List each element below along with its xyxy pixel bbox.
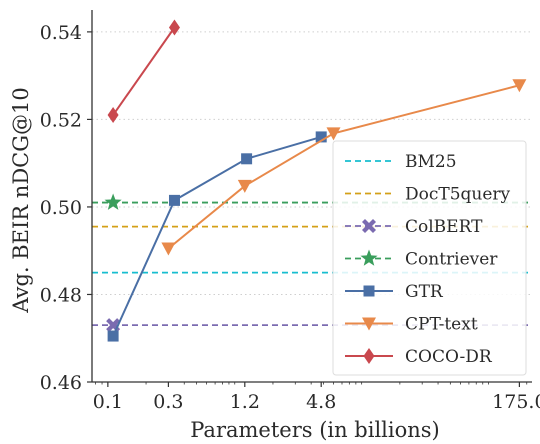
series-layer — [107, 19, 527, 342]
reference-lines — [92, 193, 532, 333]
legend-label: GTR — [405, 282, 444, 302]
legend-marker — [363, 348, 375, 364]
legend-label: ColBERT — [405, 217, 483, 237]
gtr-point — [241, 153, 253, 165]
legend: BM25 DocT5query ColBERT Contriever GTR CPT-te… — [332, 140, 527, 376]
y-tick-label: 0.54 — [40, 22, 82, 44]
contriever-point — [104, 193, 122, 210]
legend-marker — [360, 249, 378, 266]
cpt-text-point — [161, 242, 176, 256]
legend-marker — [363, 285, 375, 297]
gtr-line — [112, 135, 322, 337]
x-tick-label: 1.2 — [230, 391, 260, 413]
y-tick-label: 0.52 — [40, 109, 82, 131]
y-axis-title: Avg. BEIR nDCG@10 — [9, 87, 33, 313]
y-tick-label: 0.50 — [40, 197, 82, 219]
coco-dr-point — [168, 19, 180, 36]
coco-dr-point — [107, 107, 119, 124]
legend-item-colbert: ColBERT — [345, 217, 483, 237]
legend-item-cpt-text: CPT-text — [345, 315, 478, 335]
series-gtr — [107, 131, 327, 342]
x-marker-stroke — [106, 318, 121, 333]
legend-item-coco-dr: COCO-DR — [345, 347, 493, 367]
cpt-text-point — [326, 127, 341, 141]
cpt-text-line — [167, 84, 520, 250]
legend-item-bm25: BM25 — [345, 152, 457, 172]
legend-item-contriever: Contriever — [345, 249, 498, 270]
x-tick-label: 4.8 — [306, 391, 336, 413]
legend-label: DocT5query — [405, 185, 511, 205]
x-tick-label: 175.0 — [492, 391, 540, 413]
gtr-point — [315, 131, 327, 143]
cpt-text-point — [237, 179, 252, 193]
series-coco-dr — [107, 19, 180, 124]
coco-dr-line — [112, 26, 176, 116]
legend-label: CPT-text — [405, 315, 478, 335]
ticks-layer: 0.46 0.48 0.50 0.52 0.54 0.1 0.3 1.2 4.8 175.0 — [40, 22, 540, 413]
legend-marker — [362, 219, 376, 233]
x-tick-label: 0.3 — [153, 391, 183, 413]
series-cpt-text — [161, 79, 527, 256]
x-marker-stroke — [362, 219, 376, 233]
legend-label: Contriever — [405, 250, 498, 270]
y-tick-label: 0.48 — [40, 284, 82, 306]
legend-box — [332, 140, 527, 376]
legend-item-doct5query: DocT5query — [345, 185, 511, 205]
cpt-text-point — [512, 79, 527, 93]
series-contriever — [92, 193, 532, 210]
gtr-point — [168, 194, 180, 206]
x-tick-label: 0.1 — [93, 391, 123, 413]
axes-layer — [91, 10, 532, 383]
legend-marker — [362, 317, 376, 331]
legend-label: COCO-DR — [405, 347, 493, 367]
legend-item-gtr: GTR — [345, 282, 444, 302]
y-tick-label: 0.46 — [40, 372, 82, 394]
gtr-point — [107, 330, 119, 342]
legend-label: BM25 — [405, 152, 457, 172]
x-axis-title: Parameters (in billions) — [190, 418, 440, 442]
